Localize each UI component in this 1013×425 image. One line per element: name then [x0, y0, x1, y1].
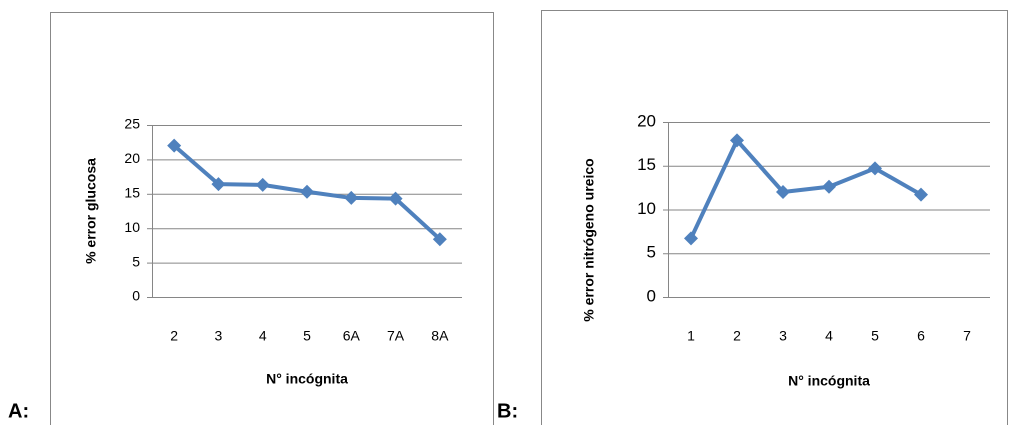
- data-point: [776, 185, 790, 199]
- x-tick-label: 2: [170, 328, 178, 344]
- y-tick-label: 0: [647, 286, 656, 305]
- y-tick-label: 10: [637, 199, 656, 218]
- y-tick-label: 15: [124, 185, 140, 201]
- x-tick-label: 7A: [387, 328, 405, 344]
- data-point: [684, 231, 698, 246]
- x-axis-label: N° incógnita: [788, 373, 870, 389]
- x-tick-label: 5: [303, 328, 311, 344]
- data-point: [344, 190, 359, 205]
- x-tick-label: 1: [687, 328, 695, 344]
- data-point: [914, 187, 928, 202]
- data-point: [730, 133, 744, 148]
- panel-label: B:: [497, 400, 518, 422]
- data-point: [211, 177, 226, 192]
- y-tick-label: 10: [124, 219, 140, 235]
- x-tick-label: 2: [733, 328, 741, 344]
- chart-frame: [541, 10, 1008, 425]
- x-tick-label: 8A: [431, 328, 449, 344]
- x-tick-label: 7: [963, 328, 971, 344]
- y-tick-label: 0: [132, 288, 140, 304]
- x-axis-label: N° incógnita: [266, 371, 348, 387]
- y-tick-label: 20: [637, 111, 656, 130]
- y-tick-label: 15: [637, 155, 656, 174]
- y-tick-label: 5: [132, 253, 140, 269]
- data-point: [167, 138, 182, 153]
- data-point: [868, 161, 882, 176]
- data-point: [432, 232, 447, 247]
- chart-frame: [50, 12, 494, 425]
- x-tick-label: 6: [917, 328, 925, 344]
- x-tick-label: 6A: [343, 328, 361, 344]
- x-tick-label: 4: [259, 328, 267, 344]
- y-axis-label: % error nitrógeno ureico: [581, 158, 597, 321]
- data-point: [255, 177, 270, 192]
- y-axis-label: % error glucosa: [83, 158, 99, 264]
- x-tick-label: 3: [215, 328, 223, 344]
- x-tick-label: 5: [871, 328, 879, 344]
- data-point: [300, 184, 314, 199]
- data-point: [388, 191, 403, 206]
- data-point: [822, 179, 836, 194]
- y-tick-label: 25: [124, 116, 140, 132]
- y-tick-label: 5: [647, 243, 656, 262]
- data-line: [689, 138, 922, 240]
- panel-label: A:: [8, 400, 29, 422]
- x-tick-label: 4: [825, 328, 833, 344]
- y-tick-label: 20: [124, 150, 140, 166]
- x-tick-label: 3: [779, 328, 787, 344]
